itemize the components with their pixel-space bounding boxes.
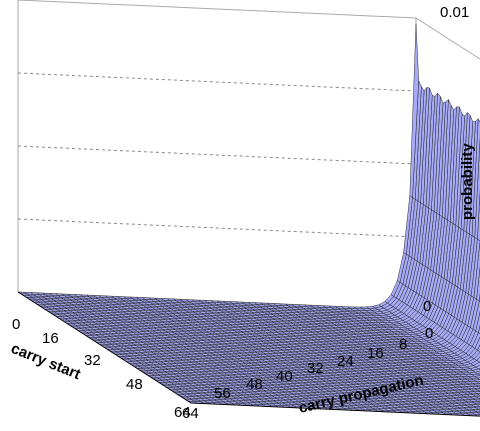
y-tick-label: 48 [246,376,263,393]
x-tick-label: 16 [42,330,59,347]
z-tick-label: 0 [423,298,431,315]
y-tick-label: 32 [307,360,324,377]
y-tick-label: 56 [214,385,231,402]
y-tick-label: 16 [367,345,384,362]
x-tick-label: 48 [126,376,143,393]
y-tick-label: 8 [399,336,407,353]
x-tick-label: 0 [12,316,20,333]
z-tick-label: 0.01 [440,4,469,21]
y-tick-label: 64 [182,405,199,422]
y-tick-label: 0 [425,325,433,342]
y-tick-label: 24 [337,353,354,370]
y-tick-label: 40 [276,368,293,385]
z-axis-title: probability [459,143,476,220]
x-tick-label: 32 [84,352,101,369]
